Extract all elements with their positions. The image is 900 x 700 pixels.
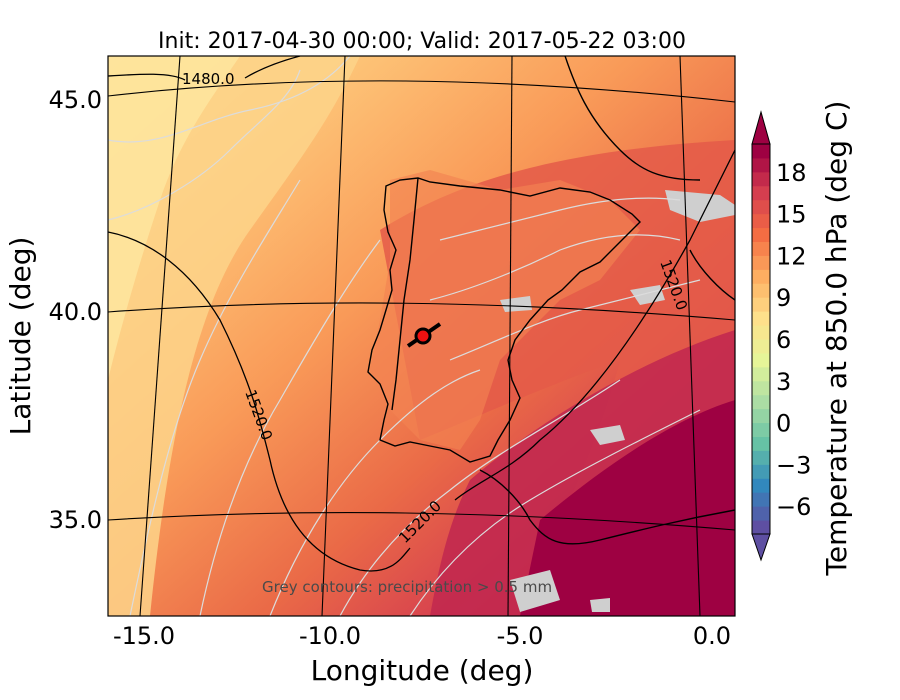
contour-label: 1480.0 bbox=[182, 70, 235, 88]
precip-patch bbox=[500, 296, 532, 312]
y-tick-40: 40.0 bbox=[49, 298, 102, 326]
meridian-10w bbox=[321, 56, 346, 616]
colorbar-tick: 9 bbox=[776, 284, 791, 312]
colorbar-segment bbox=[752, 492, 770, 507]
colorbar-segment bbox=[752, 311, 770, 326]
precip-patch bbox=[630, 285, 665, 305]
meridian-15w bbox=[139, 56, 181, 616]
coastline bbox=[367, 56, 735, 545]
colorbar-segment bbox=[752, 283, 770, 298]
colorbar-extend-max bbox=[751, 110, 771, 145]
graticule bbox=[108, 56, 735, 616]
colorbar-segment bbox=[752, 408, 770, 424]
colorbar-frame bbox=[751, 143, 771, 535]
colorbar-segment bbox=[752, 185, 770, 201]
parallel-35 bbox=[108, 512, 735, 531]
map-panel: 1480.0 1520.0 1520.0 1520.0 Grey contour… bbox=[108, 56, 735, 616]
x-tick-5w: -5.0 bbox=[497, 622, 544, 650]
colorbar-segment bbox=[752, 213, 770, 229]
colorbar-segment bbox=[752, 157, 770, 173]
x-tick-0: 0.0 bbox=[693, 622, 731, 650]
portugal-border bbox=[391, 177, 419, 411]
x-tick-15w: -15.0 bbox=[113, 622, 175, 650]
geopotential-contours bbox=[108, 56, 735, 572]
y-tick-35: 35.0 bbox=[49, 506, 102, 534]
y-axis-label: Latitude (deg) bbox=[4, 237, 37, 436]
colorbar-segment bbox=[752, 255, 770, 270]
cool-band bbox=[108, 56, 360, 616]
parallel-40 bbox=[108, 302, 735, 321]
map-frame bbox=[107, 55, 736, 617]
colorbar-label: Temperature at 850.0 hPa (deg C) bbox=[820, 101, 853, 577]
colorbar: 18 15 12 9 6 3 0 −3 −6 bbox=[751, 110, 811, 562]
x-tick-10w: -10.0 bbox=[299, 622, 361, 650]
colorbar-segment bbox=[752, 352, 770, 368]
warmest-band bbox=[520, 400, 735, 616]
location-marker bbox=[414, 327, 432, 345]
colorbar-segment bbox=[752, 269, 770, 284]
north-africa-coast bbox=[479, 469, 735, 545]
meridian-0 bbox=[679, 56, 701, 616]
colorbar-tick: 12 bbox=[776, 242, 807, 270]
colorbar-tick: 3 bbox=[776, 368, 791, 396]
colorbar-segment bbox=[752, 394, 770, 410]
parallel-45 bbox=[108, 80, 735, 103]
colorbar-segment bbox=[752, 520, 770, 535]
precip-note: Grey contours: precipitation > 0.5 mm bbox=[262, 578, 552, 596]
colorbar-tick: −6 bbox=[776, 493, 811, 521]
meridian-5w bbox=[507, 56, 513, 616]
colorbar-segment bbox=[752, 436, 770, 451]
precip-patch bbox=[590, 425, 625, 445]
y-tick-45: 45.0 bbox=[49, 86, 102, 114]
contour-1520 bbox=[108, 149, 735, 572]
colorbar-segment bbox=[752, 144, 770, 159]
colorbar-tick: −3 bbox=[776, 451, 811, 479]
precip-contours bbox=[108, 56, 701, 616]
colorbar-segment bbox=[752, 227, 770, 242]
colorbar-tick: 18 bbox=[776, 159, 807, 187]
colorbar-tick: 0 bbox=[776, 410, 791, 438]
colorbar-segment bbox=[752, 241, 770, 256]
colorbar-segment bbox=[752, 171, 770, 187]
colorbar-segment bbox=[752, 366, 770, 382]
contour-1480 bbox=[108, 56, 301, 81]
colorbar-segment bbox=[752, 422, 770, 437]
colorbar-segment bbox=[752, 199, 770, 215]
colorbar-tick: 6 bbox=[776, 326, 791, 354]
france-coast bbox=[564, 56, 701, 181]
colorbar-segment bbox=[752, 325, 770, 340]
precip-patch bbox=[510, 570, 560, 612]
colorbar-extend-min bbox=[751, 533, 771, 562]
colorbar-segment bbox=[752, 506, 770, 521]
coolest-band bbox=[108, 56, 240, 380]
colorbar-segment bbox=[752, 450, 770, 465]
coast-east bbox=[689, 249, 735, 301]
colorbar-segment bbox=[752, 478, 770, 493]
colorbar-segment bbox=[752, 339, 770, 354]
colorbar-segment bbox=[752, 464, 770, 479]
colorbar-tick: 15 bbox=[776, 201, 807, 229]
colorbar-segment bbox=[752, 380, 770, 396]
colorbar-segment bbox=[752, 297, 770, 312]
map-title: Init: 2017-04-30 00:00; Valid: 2017-05-2… bbox=[158, 29, 686, 54]
precip-patch bbox=[590, 598, 610, 612]
precip-patch bbox=[665, 190, 735, 222]
x-axis-label: Longitude (deg) bbox=[311, 654, 534, 687]
iberia-outline bbox=[367, 177, 641, 463]
